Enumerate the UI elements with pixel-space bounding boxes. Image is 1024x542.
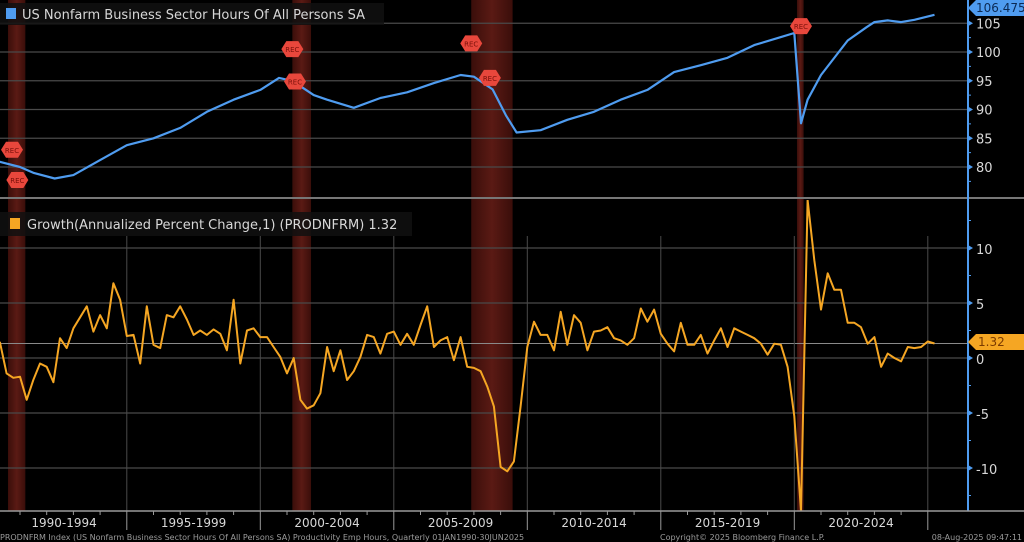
y-tick-label-top: 100 — [976, 46, 1001, 61]
last-value-hours: 106.475 — [976, 1, 1024, 15]
legend-bottom-label: Growth(Annualized Percent Change,1) (PRO… — [27, 218, 397, 233]
last-value-tag-hours-shape — [968, 0, 1024, 16]
x-period-label: 1995-1999 — [161, 516, 226, 530]
recession-marker-label: REC — [794, 23, 808, 31]
legend-bottom: Growth(Annualized Percent Change,1) (PRO… — [0, 212, 412, 236]
y-tick-label-bottom: 10 — [976, 243, 993, 258]
recession-marker-label: REC — [483, 75, 497, 83]
x-period-label: 2005-2009 — [428, 516, 493, 530]
legend-top: US Nonfarm Business Sector Hours Of All … — [0, 3, 384, 25]
y-tick-label-top: 80 — [976, 161, 993, 176]
y-tick-label-top: 105 — [976, 17, 1001, 32]
footer-copyright: Copyright© 2025 Bloomberg Finance L.P. — [660, 533, 825, 542]
legend-top-background — [0, 3, 384, 25]
x-period-label: 2010-2014 — [561, 516, 626, 530]
legend-bottom-swatch — [10, 218, 20, 229]
recession-marker-shape — [789, 18, 812, 35]
recession-marker-shape — [1, 141, 23, 158]
growth-series-line — [0, 200, 935, 511]
recession-marker: REC — [460, 35, 483, 52]
recession-marker-label: REC — [10, 177, 24, 185]
last-value-tag-growth-shape — [968, 334, 1024, 350]
recession-band — [7, 0, 26, 511]
growth-data-points — [0, 200, 935, 511]
x-period-label: 2000-2004 — [294, 516, 359, 530]
last-value-tag-hours: 106.475 — [968, 0, 1024, 16]
y-tick-label-top: 95 — [976, 75, 993, 90]
last-value-tag-growth: 1.32 — [968, 334, 1024, 350]
last-value-growth: 1.32 — [978, 335, 1005, 349]
y-tick-label-bottom: -5 — [976, 408, 989, 423]
y-tick-label-top: 85 — [976, 132, 993, 147]
recession-marker: REC — [789, 18, 812, 35]
recession-marker-label: REC — [5, 147, 19, 155]
hours-series-line — [0, 13, 935, 180]
footer-source: PRODNFRM Index (US Nonfarm Business Sect… — [0, 533, 524, 542]
recession-bands — [7, 0, 804, 511]
recession-marker-shape — [284, 73, 307, 90]
y-tick-label-bottom: -10 — [976, 463, 997, 478]
legend-top-label: US Nonfarm Business Sector Hours Of All … — [22, 8, 365, 23]
legend-bottom-background — [0, 212, 412, 236]
x-period-label: 2015-2019 — [695, 516, 760, 530]
axes: 80 85 90 95 100 105 -10 -5 0 5 10 — [0, 0, 1024, 530]
recession-marker-shape — [460, 35, 483, 52]
x-period-label: 1990-1994 — [31, 516, 96, 530]
recession-marker-label: REC — [464, 40, 478, 48]
recession-marker: REC — [284, 73, 307, 90]
recession-markers: REC REC REC REC REC REC REC — [1, 18, 812, 188]
recession-marker-shape — [6, 172, 29, 188]
y-tick-label-bottom: 5 — [976, 298, 984, 313]
y-tick-label-bottom: 0 — [976, 353, 984, 368]
recession-marker-label: REC — [288, 79, 302, 87]
recession-marker-shape — [281, 41, 304, 58]
x-period-label: 2020-2024 — [828, 516, 893, 530]
recession-band — [796, 0, 804, 511]
recession-marker: REC — [6, 172, 29, 188]
recession-marker: REC — [1, 141, 23, 158]
footer-timestamp: 08-Aug-2025 09:47:11 — [932, 533, 1022, 542]
legend-top-swatch — [6, 8, 16, 19]
y-tick-label-top: 90 — [976, 104, 993, 119]
x-axis-labels: 1990-1994 1995-1999 2000-2004 2005-2009 2010… — [31, 516, 893, 530]
recession-marker-shape — [478, 69, 501, 86]
recession-marker-label: REC — [285, 46, 299, 54]
series-lines — [0, 13, 935, 511]
recession-marker: REC — [281, 41, 304, 58]
recession-marker: REC — [478, 69, 501, 86]
